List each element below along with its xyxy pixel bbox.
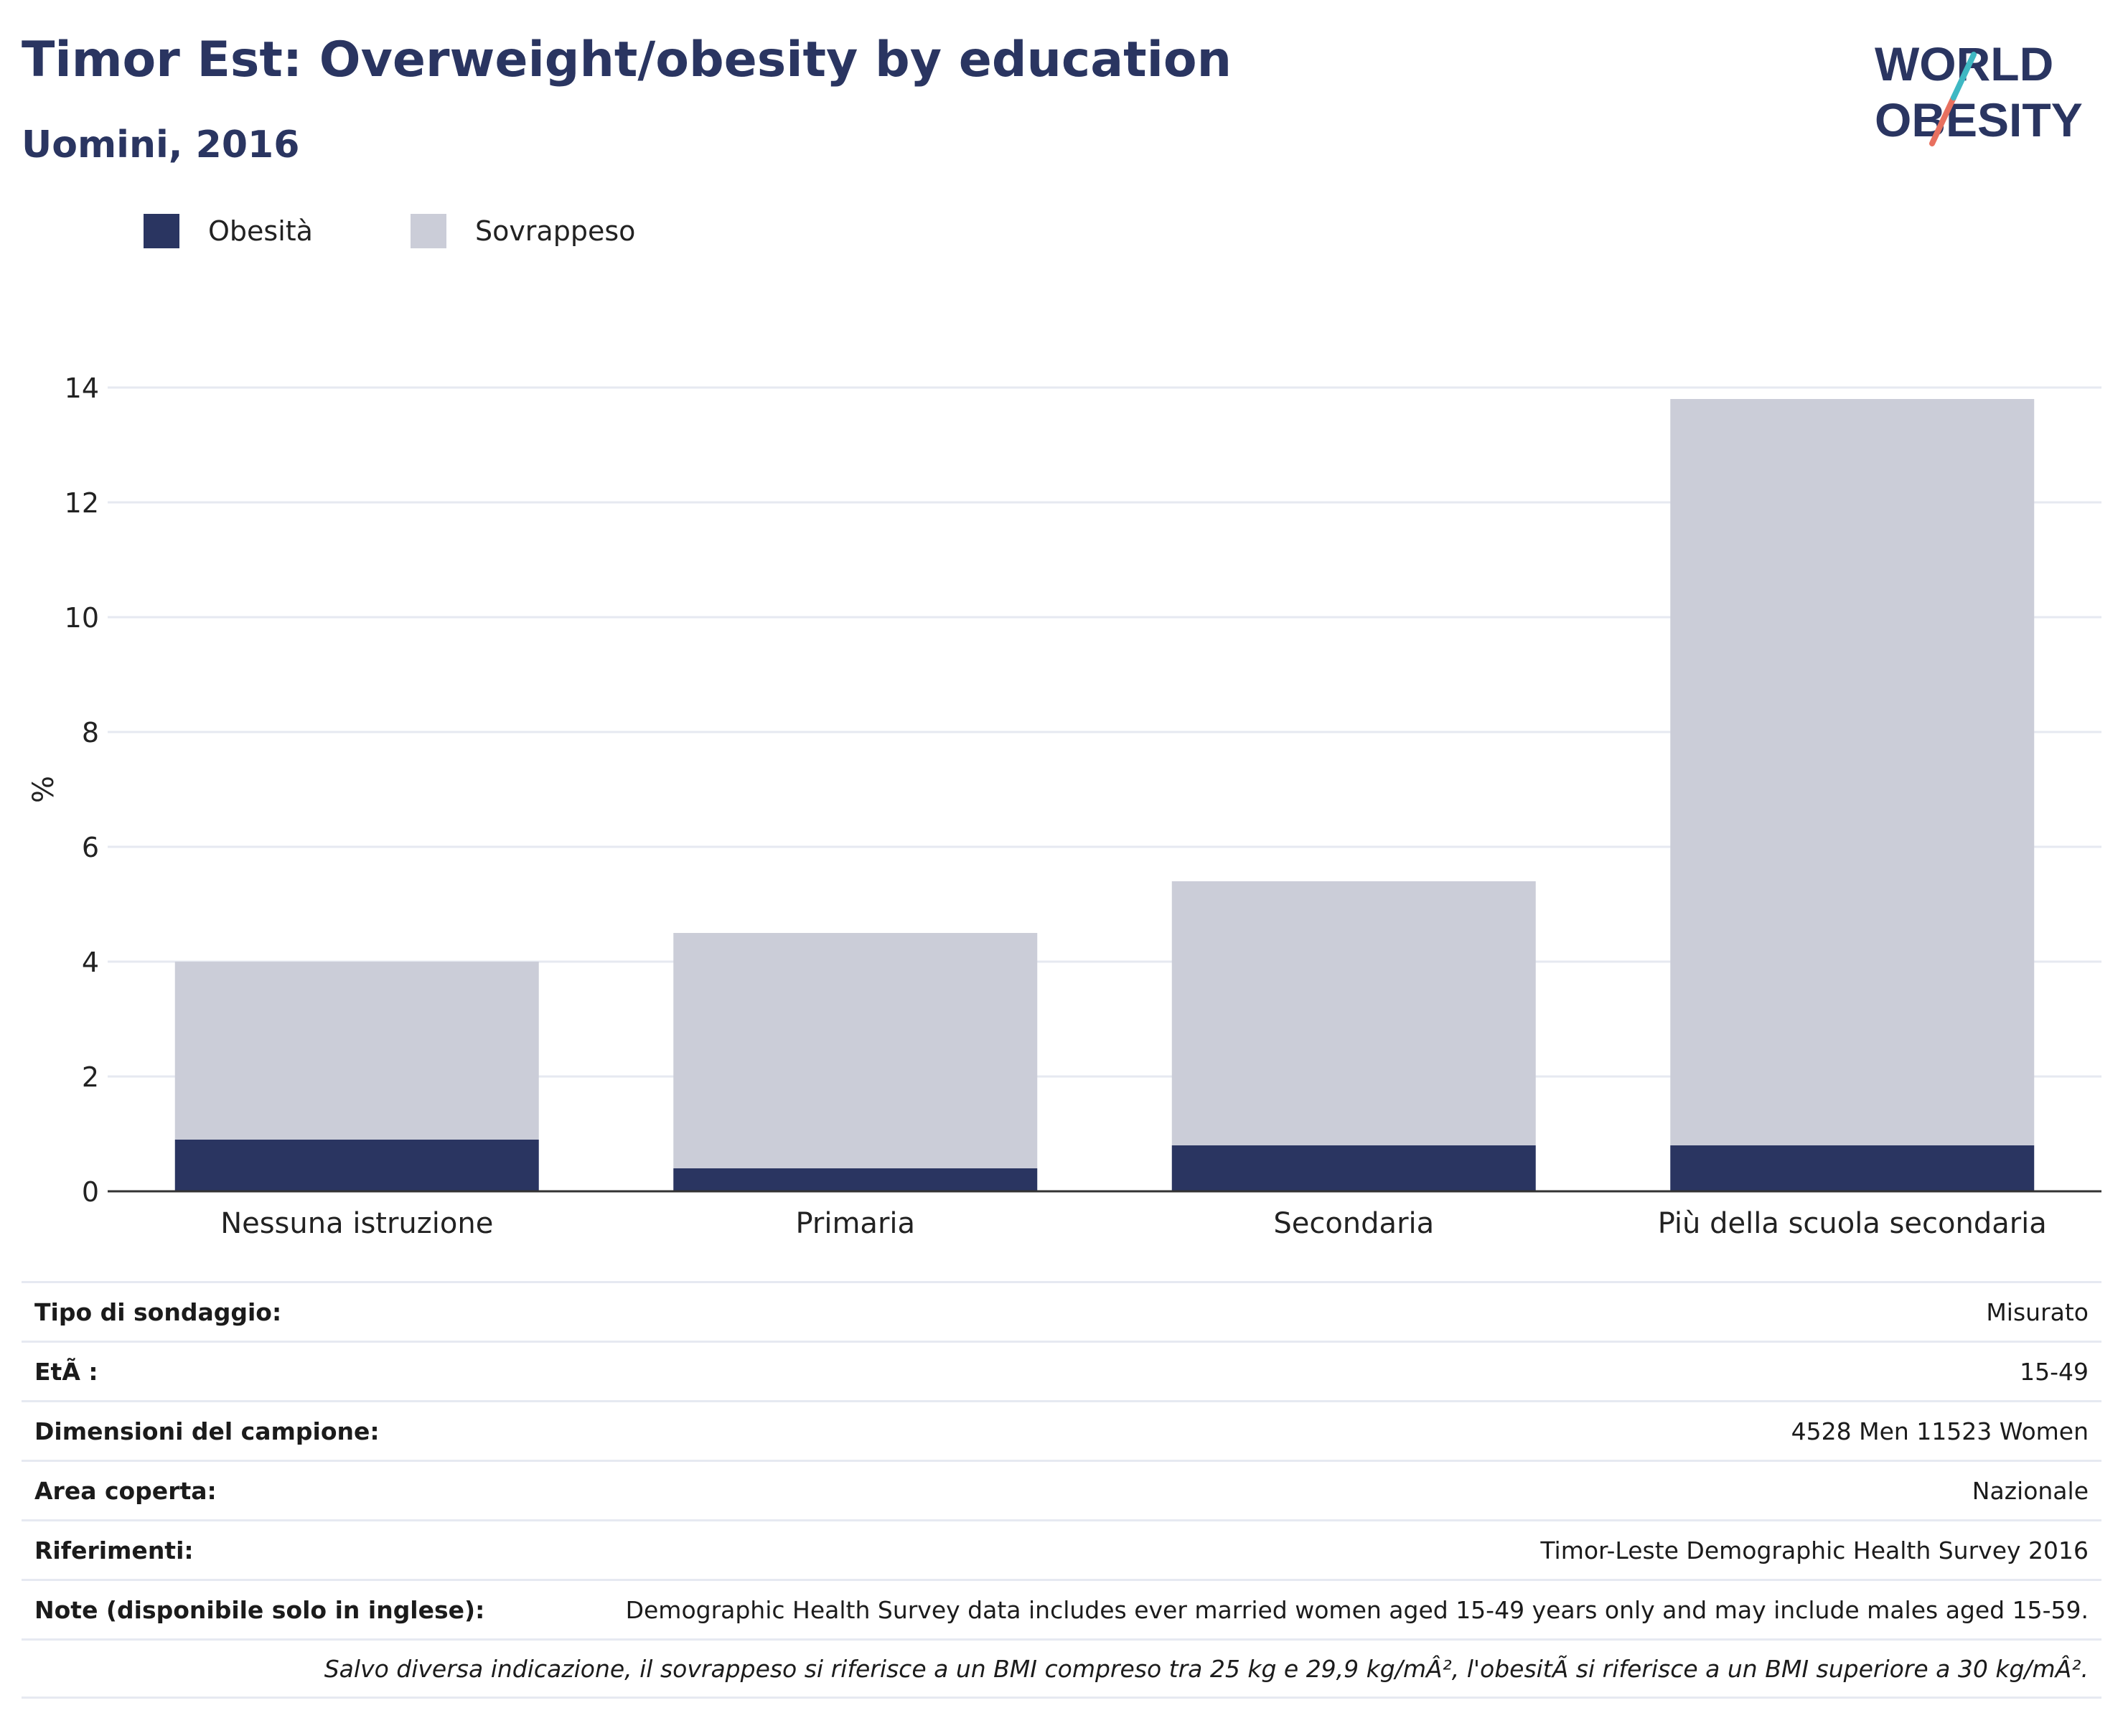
svg-text:OBESITY: OBESITY: [1875, 93, 2083, 146]
info-key: Tipo di sondaggio:: [34, 1298, 282, 1326]
info-row-sample-size: Dimensioni del campione: 4528 Men 11523 …: [22, 1400, 2101, 1460]
bar-overweight: [1670, 399, 2035, 1145]
x-tick-label: Più della scuola secondaria: [1658, 1207, 2047, 1240]
info-key: Dimensioni del campione:: [34, 1417, 380, 1445]
bar-overweight: [1171, 881, 1536, 1145]
info-row-survey-type: Tipo di sondaggio: Misurato: [22, 1281, 2101, 1341]
y-tick-label: 4: [82, 947, 99, 978]
info-value: Timor-Leste Demographic Health Survey 20…: [1540, 1536, 2089, 1564]
y-tick-label: 2: [82, 1061, 99, 1093]
legend-label-overweight: Sovrappeso: [474, 215, 636, 247]
y-tick-label: 8: [82, 717, 99, 749]
info-row-age: EtÃ : 15-49: [22, 1341, 2101, 1400]
x-tick-label: Secondaria: [1273, 1207, 1434, 1240]
y-tick-label: 14: [65, 372, 99, 404]
info-key: Area coperta:: [34, 1476, 217, 1505]
chart-legend: Obesità Sovrappeso: [144, 212, 733, 250]
bar-obesity: [174, 1140, 539, 1191]
info-row-notes: Note (disponibile solo in inglese): Demo…: [22, 1579, 2101, 1638]
legend-item-obesity[interactable]: Obesità: [144, 214, 313, 248]
bar-chart: 0 2 4 6 8 10 12 14% Nessuna istruzione Primaria Se…: [27, 372, 2101, 1240]
info-value: 4528 Men 11523 Women: [1791, 1417, 2089, 1445]
y-tick-label: 12: [65, 487, 99, 519]
y-tick-label: 10: [65, 602, 99, 634]
legend-label-obesity: Obesità: [208, 215, 313, 247]
chart-title: Timor Est: Overweight/obesity by educati…: [22, 32, 1232, 88]
x-tick-label: Primaria: [795, 1207, 915, 1240]
x-tick-label: Nessuna istruzione: [220, 1207, 493, 1240]
bar-obesity: [1171, 1145, 1536, 1191]
info-row-area: Area coperta: Nazionale: [22, 1460, 2101, 1519]
y-tick-label: 6: [82, 832, 99, 863]
info-value: Nazionale: [1972, 1476, 2089, 1505]
info-key: EtÃ :: [34, 1357, 98, 1386]
info-row-references: Riferimenti: Timor-Leste Demographic Hea…: [22, 1519, 2101, 1579]
info-value: Misurato: [1986, 1298, 2089, 1326]
footnote: Salvo diversa indicazione, il sovrappeso…: [22, 1638, 2101, 1699]
legend-item-overweight[interactable]: Sovrappeso: [410, 214, 636, 248]
world-obesity-logo: WORLD OBESITY: [1875, 37, 2083, 146]
legend-swatch-overweight: [410, 214, 446, 248]
bar-overweight: [174, 962, 539, 1140]
chart-subtitle: Uomini, 2016: [22, 123, 300, 166]
svg-text:WORLD: WORLD: [1875, 37, 2053, 90]
legend-swatch-obesity: [144, 214, 179, 248]
y-axis-label: %: [27, 776, 60, 803]
info-key: Riferimenti:: [34, 1536, 194, 1564]
info-value: Demographic Health Survey data includes …: [625, 1595, 2089, 1624]
info-key: Note (disponibile solo in inglese):: [34, 1595, 485, 1624]
y-tick-label: 0: [82, 1176, 99, 1208]
bar-obesity: [673, 1168, 1038, 1191]
footnote-text: Salvo diversa indicazione, il sovrappeso…: [324, 1654, 2089, 1683]
bar-obesity: [1670, 1145, 2035, 1191]
bar-overweight: [673, 933, 1038, 1168]
survey-info-table: Tipo di sondaggio: Misurato EtÃ : 15-49 …: [22, 1281, 2101, 1699]
info-value: 15-49: [2020, 1357, 2089, 1386]
